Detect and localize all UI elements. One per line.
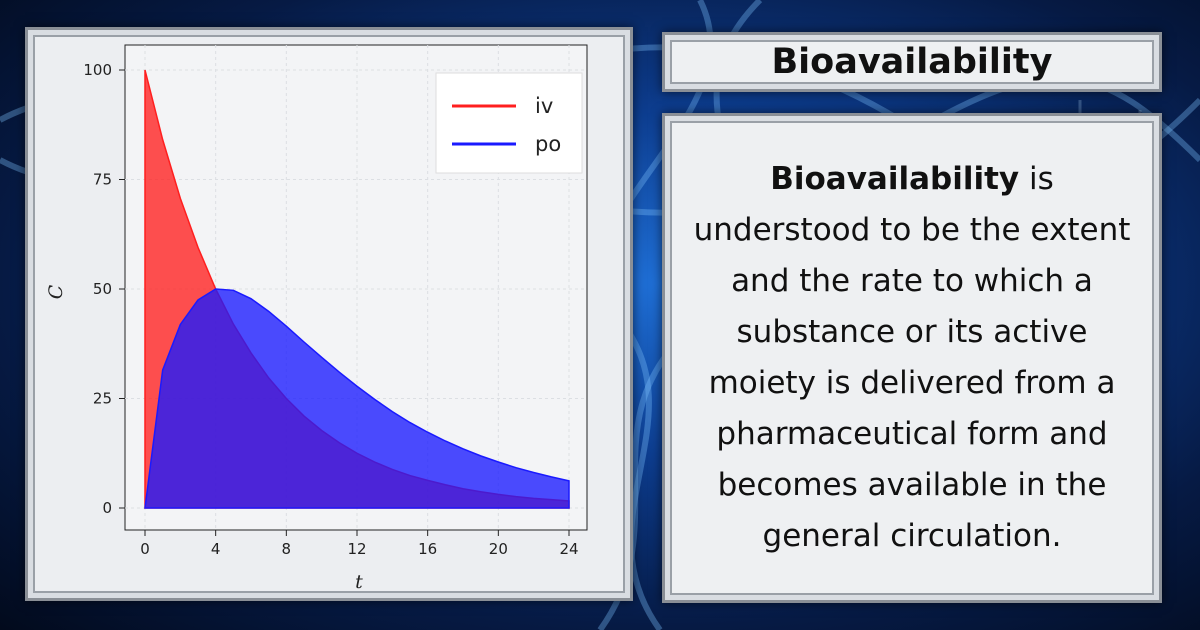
y-tick-label: 25 — [93, 390, 112, 408]
concentration-time-chart: 0 4 8 12 16 20 24 0 25 50 75 100 t C iv po — [45, 44, 588, 593]
page-title: Bioavailability — [771, 42, 1053, 82]
y-tick-label: 100 — [83, 61, 112, 79]
legend-po-label: po — [535, 132, 561, 156]
x-tick-label: 16 — [418, 540, 437, 558]
y-tick-label: 50 — [93, 280, 112, 298]
definition-panel: Bioavailability is understood to be the … — [662, 113, 1162, 603]
x-tick-label: 8 — [282, 540, 292, 558]
y-tick-label: 75 — [93, 171, 112, 189]
y-axis-label: C — [45, 284, 67, 299]
definition-body: is understood to be the extent and the r… — [693, 161, 1131, 554]
x-tick-label: 4 — [211, 540, 221, 558]
x-tick-label: 24 — [559, 540, 578, 558]
title-panel: Bioavailability — [662, 32, 1162, 92]
y-tick-label: 0 — [102, 499, 112, 517]
x-tick-label: 0 — [140, 540, 150, 558]
x-axis-label: t — [355, 571, 363, 593]
definition-text: Bioavailability is understood to be the … — [692, 154, 1132, 562]
x-tick-label: 20 — [489, 540, 508, 558]
legend: iv po — [435, 72, 583, 174]
chart-panel: 0 4 8 12 16 20 24 0 25 50 75 100 t C iv po — [25, 27, 633, 601]
legend-iv-label: iv — [535, 94, 553, 118]
definition-term: Bioavailability — [770, 161, 1020, 197]
x-tick-label: 12 — [347, 540, 366, 558]
area-po — [144, 288, 570, 509]
